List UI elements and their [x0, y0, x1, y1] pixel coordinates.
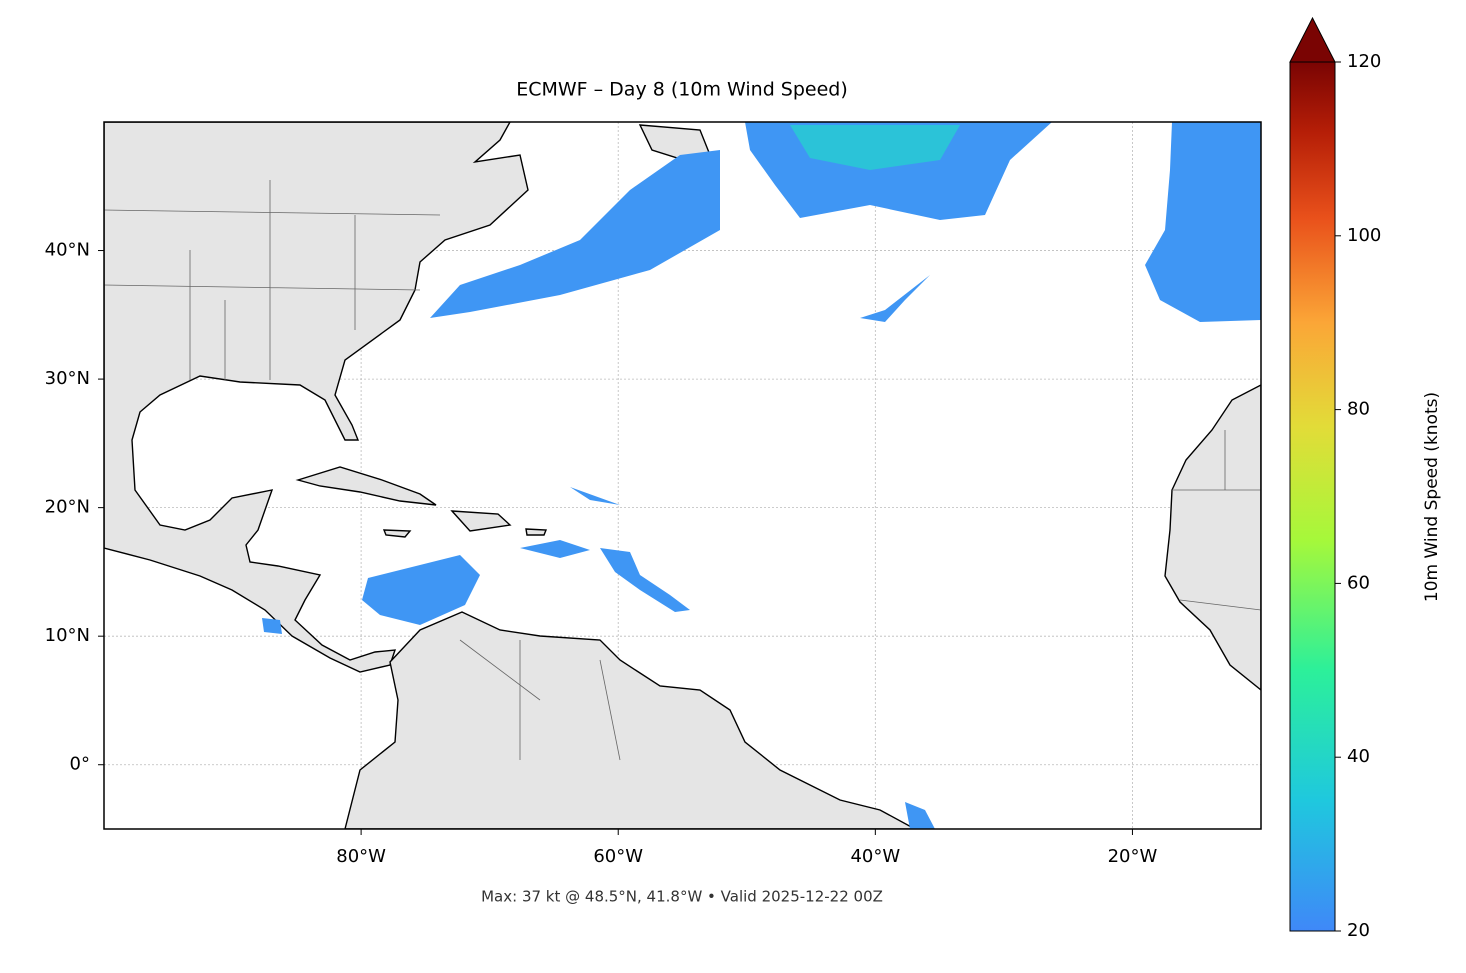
south-america — [344, 611, 916, 829]
colorbar-frame — [1289, 61, 1336, 932]
africa — [1164, 384, 1261, 691]
footer-note: Max: 37 kt @ 48.5°N, 41.8°W • Valid 2025… — [481, 888, 883, 906]
colorbar: 20 40 60 80 100 120 — [1289, 16, 1381, 941]
map-area — [104, 122, 1261, 829]
x-tick-label: 40°W — [850, 846, 900, 867]
y-tick-label: 30°N — [45, 368, 90, 389]
borders — [104, 180, 1261, 761]
map-frame — [103, 121, 1262, 830]
north-america — [104, 122, 529, 673]
y-tick-label: 40°N — [45, 240, 90, 261]
chart-title: ECMWF – Day 8 (10m Wind Speed) — [516, 79, 848, 101]
x-tick-label: 60°W — [593, 846, 643, 867]
colorbar-extend — [1289, 16, 1336, 63]
x-tick-label: 20°W — [1108, 846, 1158, 867]
wind-swath — [362, 555, 480, 625]
cuba — [295, 466, 437, 506]
hispaniola — [450, 510, 512, 532]
wind-core — [790, 125, 960, 170]
y-tick-label: 0° — [70, 754, 90, 775]
jamaica — [382, 529, 412, 538]
colorbar-tick-label: 100 — [1347, 225, 1381, 246]
colorbar-label: 10m Wind Speed (knots) — [1422, 392, 1442, 602]
colorbar-tick-label: 20 — [1347, 920, 1370, 941]
x-tick-label: 80°W — [336, 846, 386, 867]
wind-swath — [1145, 122, 1261, 322]
colorbar-tick-label: 60 — [1347, 572, 1370, 593]
colorbar-tick-label: 120 — [1347, 51, 1381, 72]
colorbar-scale — [1290, 62, 1335, 931]
wind-swath — [430, 150, 720, 318]
y-tick-label: 20°N — [45, 497, 90, 518]
colorbar-tick-label: 40 — [1347, 746, 1370, 767]
y-tick-label: 10°N — [45, 625, 90, 646]
puerto-rico — [525, 528, 548, 536]
colorbar-tick-label: 80 — [1347, 399, 1370, 420]
